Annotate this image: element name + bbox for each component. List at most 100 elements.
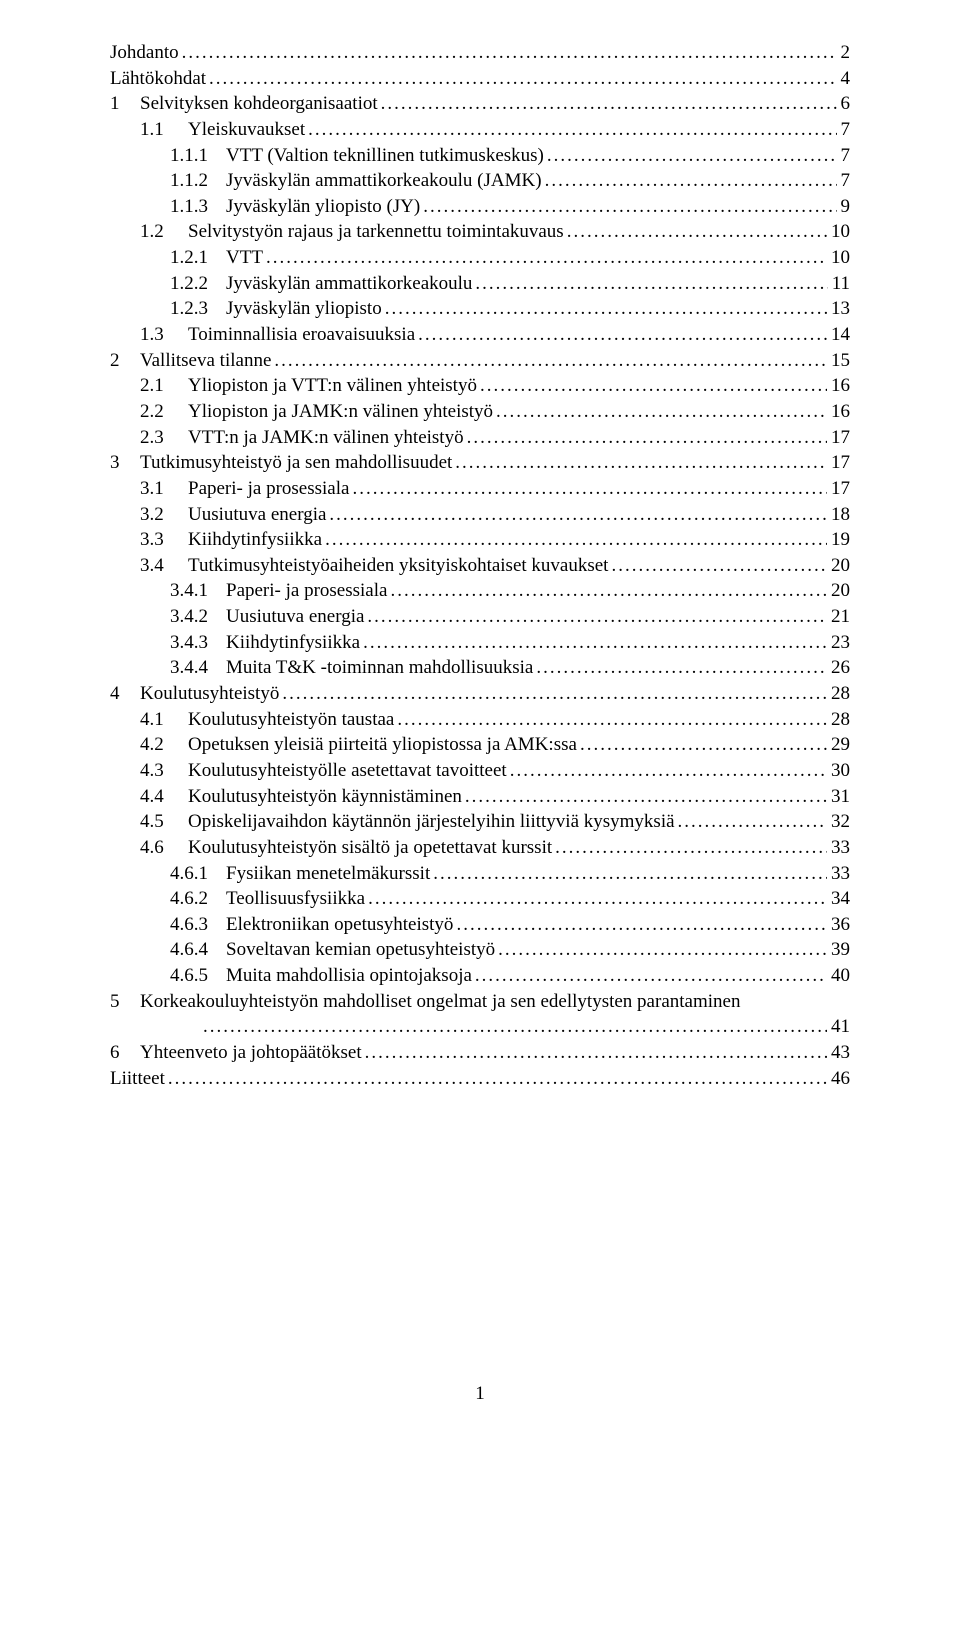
toc-entry-number: 4.1	[140, 707, 188, 733]
toc-entry-page: 11	[828, 271, 850, 297]
toc-entry-page: 13	[827, 296, 850, 322]
toc-entry-title: Selvityksen kohdeorganisaatiot	[140, 91, 378, 117]
toc-entry-page: 33	[827, 861, 850, 887]
toc-entry: 4.6Koulutusyhteistyön sisältö ja opetett…	[110, 835, 850, 861]
toc-entry: 3.4Tutkimusyhteistyöaiheiden yksityiskoh…	[110, 553, 850, 579]
toc-entry-page: 17	[827, 450, 850, 476]
toc-entry-page: 7	[837, 143, 851, 169]
toc-entry: 4.3Koulutusyhteistyölle asetettavat tavo…	[110, 758, 850, 784]
toc-entry-number: 4.2	[140, 732, 188, 758]
toc-entry-number: 4.6.3	[170, 912, 226, 938]
toc-entry: 2.3VTT:n ja JAMK:n välinen yhteistyö17	[110, 425, 850, 451]
toc-leader-dots	[430, 861, 827, 887]
toc-entry-number: 3.4.3	[170, 630, 226, 656]
toc-leader-dots	[464, 425, 827, 451]
toc-entry-title: Kiihdytinfysiikka	[188, 527, 322, 553]
toc-entry-page: 31	[827, 784, 850, 810]
toc-leader-dots	[420, 194, 836, 220]
toc-entry: 4.4Koulutusyhteistyön käynnistäminen 31	[110, 784, 850, 810]
toc-entry-title: Teollisuusfysiikka	[226, 886, 365, 912]
toc-entry-number: 1.2.1	[170, 245, 226, 271]
toc-entry-title: Yhteenveto ja johtopäätökset	[140, 1040, 362, 1066]
toc-entry: 3.1Paperi- ja prosessiala17	[110, 476, 850, 502]
toc-entry: 4.6.2Teollisuusfysiikka34	[110, 886, 850, 912]
toc-entry-number: 1.1.2	[170, 168, 226, 194]
toc-entry-title: Uusiutuva energia	[226, 604, 364, 630]
toc-leader-dots	[507, 758, 827, 784]
toc-entry-title: Koulutusyhteistyölle asetettavat tavoitt…	[188, 758, 507, 784]
toc-entry-page: 9	[837, 194, 851, 220]
toc-entry-title: Tutkimusyhteistyöaiheiden yksityiskohtai…	[188, 553, 608, 579]
toc-entry-page: 46	[827, 1066, 850, 1092]
toc-leader-dots	[394, 707, 827, 733]
toc-entry-number: 2.1	[140, 373, 188, 399]
toc-entry-number: 4.4	[140, 784, 188, 810]
toc-entry: Lähtökohdat4	[110, 66, 850, 92]
toc-entry-page: 30	[827, 758, 850, 784]
toc-leader-dots	[533, 655, 827, 681]
toc-entry-page: 20	[827, 553, 850, 579]
toc-entry-page: 18	[827, 502, 850, 528]
toc-entry-page: 6	[837, 91, 851, 117]
toc-entry-page: 20	[827, 578, 850, 604]
toc-entry-page: 41	[827, 1014, 850, 1040]
toc-entry: 2.1Yliopiston ja VTT:n välinen yhteistyö…	[110, 373, 850, 399]
page-number: 1	[110, 1381, 850, 1407]
toc-entry-page: 16	[827, 399, 850, 425]
toc-entry-page: 17	[827, 476, 850, 502]
toc-leader-dots	[322, 527, 827, 553]
toc-entry: 1.2Selvitystyön rajaus ja tarkennettu to…	[110, 219, 850, 245]
toc-entry-number: 2.3	[140, 425, 188, 451]
toc-entry-page: 7	[837, 117, 851, 143]
toc-leader-dots	[271, 348, 827, 374]
toc-leader-dots	[263, 245, 827, 271]
toc-entry-page: 40	[827, 963, 850, 989]
toc-entry-title: Muita T&K -toiminnan mahdollisuuksia	[226, 655, 533, 681]
toc-entry: Johdanto2	[110, 40, 850, 66]
toc-entry-page: 26	[827, 655, 850, 681]
toc-entry-number: 4.6.4	[170, 937, 226, 963]
toc-entry-title: Elektroniikan opetusyhteistyö	[226, 912, 453, 938]
toc-leader-dots	[200, 1014, 827, 1040]
toc-entry: 2Vallitseva tilanne15	[110, 348, 850, 374]
toc-leader-dots	[477, 373, 827, 399]
toc-leader-dots	[577, 732, 827, 758]
toc-leader-dots	[564, 219, 827, 245]
toc-entry-title: Koulutusyhteistyön taustaa	[188, 707, 394, 733]
toc-entry: 4.6.5Muita mahdollisia opintojaksoja40	[110, 963, 850, 989]
toc-entry-number: 4.6.5	[170, 963, 226, 989]
toc-entry-number: 4	[110, 681, 140, 707]
toc-leader-dots	[378, 91, 837, 117]
toc-entry-page: 14	[827, 322, 850, 348]
toc-entry-number: 1.1	[140, 117, 188, 143]
toc-entry-title: Selvitystyön rajaus ja tarkennettu toimi…	[188, 219, 564, 245]
toc-leader-dots	[365, 886, 827, 912]
toc-entry-title: Jyväskylän yliopisto (JY)	[226, 194, 420, 220]
toc-entry-page: 4	[837, 66, 851, 92]
toc-entry-title: Jyväskylän ammattikorkeakoulu (JAMK)	[226, 168, 542, 194]
toc-entry-title: Jyväskylän yliopisto	[226, 296, 382, 322]
toc-entry-page: 15	[827, 348, 850, 374]
toc-entry: 2.2Yliopiston ja JAMK:n välinen yhteisty…	[110, 399, 850, 425]
toc-entry-title: Tutkimusyhteistyö ja sen mahdollisuudet	[140, 450, 452, 476]
toc-leader-dots	[382, 296, 827, 322]
toc-entry-page: 28	[827, 707, 850, 733]
toc-entry-number: 1.1.3	[170, 194, 226, 220]
toc-entry-number: 2	[110, 348, 140, 374]
toc-entry-title: Fysiikan menetelmäkurssit	[226, 861, 430, 887]
toc-entry-title: Yliopiston ja JAMK:n välinen yhteistyö	[188, 399, 493, 425]
toc-entry: 4.2Opetuksen yleisiä piirteitä yliopisto…	[110, 732, 850, 758]
toc-leader-dots	[349, 476, 827, 502]
toc-entry: 1Selvityksen kohdeorganisaatiot6	[110, 91, 850, 117]
toc-leader-dots	[675, 809, 827, 835]
table-of-contents: Johdanto2Lähtökohdat41Selvityksen kohdeo…	[110, 40, 850, 1091]
toc-entry-title: Koulutusyhteistyön käynnistäminen	[188, 784, 462, 810]
toc-entry: 3.4.3Kiihdytinfysiikka23	[110, 630, 850, 656]
toc-entry-title: VTT	[226, 245, 263, 271]
toc-entry: Liitteet 46	[110, 1066, 850, 1092]
toc-entry: 4.6.3Elektroniikan opetusyhteistyö36	[110, 912, 850, 938]
toc-entry: 1.1.3Jyväskylän yliopisto (JY) 9	[110, 194, 850, 220]
toc-entry: 1.2.3Jyväskylän yliopisto13	[110, 296, 850, 322]
toc-entry-page: 23	[827, 630, 850, 656]
toc-entry-title: Liitteet	[110, 1066, 165, 1092]
